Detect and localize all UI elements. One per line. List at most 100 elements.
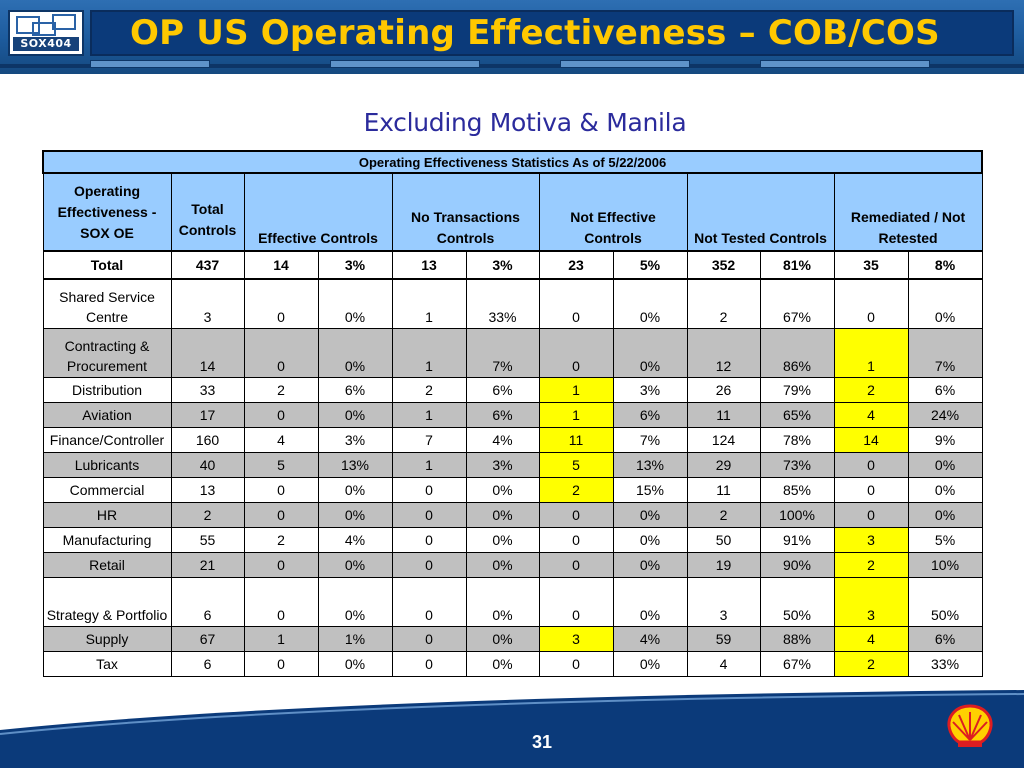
table-cell: 0 (243, 501, 319, 528)
table-cell: 160 (170, 426, 245, 453)
table-cell: 3 (833, 526, 909, 553)
table-cell: 2 (391, 376, 467, 403)
table-body: Shared Service Centre 3 0 0% 1 33% 0 0% 2 67% 0 0% C… (42, 278, 983, 677)
table-cell: 0% (465, 526, 540, 553)
table-cell: 3% (465, 451, 540, 478)
table-cell: 6% (317, 376, 393, 403)
table-cell: 0% (317, 278, 393, 329)
slide-subtitle: Excluding Motiva & Manila (363, 108, 687, 137)
table-cell: 0% (612, 501, 688, 528)
table-cell: 2 (170, 501, 245, 528)
table-cell: 78% (759, 426, 835, 453)
table-cell: 11 (686, 401, 761, 428)
table-cell: 0% (465, 476, 540, 503)
table-cell: 0 (538, 526, 614, 553)
table-cell: 2 (538, 476, 614, 503)
table-cell: 0 (243, 278, 319, 329)
table-cell: 67 (170, 625, 245, 652)
table-cell: 5 (243, 451, 319, 478)
column-header: Total Controls (170, 172, 245, 252)
table-cell: 19 (686, 551, 761, 578)
table-cell: 0 (538, 278, 614, 329)
table-cell: 0% (612, 526, 688, 553)
table-cell: 3% (612, 376, 688, 403)
table-cell: 0% (317, 650, 393, 677)
table-cell: 1 (538, 401, 614, 428)
table-cell: 6% (465, 376, 540, 403)
table-cell: 0 (391, 476, 467, 503)
table-cell: 13% (612, 451, 688, 478)
header-block (760, 60, 930, 68)
table-cell: 14 (833, 426, 909, 453)
header-block (330, 60, 480, 68)
table-cell: 0 (538, 650, 614, 677)
table-cell: 0% (317, 576, 393, 627)
table-cell: 55 (170, 526, 245, 553)
row-label: Finance/Controller (42, 426, 172, 453)
table-cell: 5% (907, 526, 983, 553)
table-cell: 0% (317, 476, 393, 503)
table-cell: 7 (391, 426, 467, 453)
table-cell: 0% (465, 551, 540, 578)
table-cell: 2 (686, 501, 761, 528)
table-cell: 0% (907, 451, 983, 478)
table-cell: 59 (686, 625, 761, 652)
table-cell: 4 (243, 426, 319, 453)
row-label: Commercial (42, 476, 172, 503)
table-cell: 0% (465, 501, 540, 528)
oe-statistics-table: Operating Effectiveness Statistics As of… (41, 150, 984, 677)
table-cell: 0 (391, 551, 467, 578)
table-cell: 2 (686, 278, 761, 329)
table-cell: 1% (317, 625, 393, 652)
table-cell: 85% (759, 476, 835, 503)
table-row: Supply 67 1 1% 0 0% 3 4% 59 88% 4 6% (42, 625, 983, 652)
table-cell: 91% (759, 526, 835, 553)
table-cell: 73% (759, 451, 835, 478)
table-cell: 21 (170, 551, 245, 578)
table-cell: 11 (538, 426, 614, 453)
table-cell: 13 (170, 476, 245, 503)
table-cell: 0% (612, 327, 688, 378)
table-cell: 10% (907, 551, 983, 578)
row-label: Supply (42, 625, 172, 652)
shell-logo (947, 704, 993, 747)
table-cell: 4 (833, 401, 909, 428)
table-cell: 33% (907, 650, 983, 677)
table-row: Retail 21 0 0% 0 0% 0 0% 19 90% 2 10% (42, 551, 983, 578)
table-cell: 1 (391, 327, 467, 378)
table-cell: 2 (833, 551, 909, 578)
table-cell: 4 (833, 625, 909, 652)
total-cell: 352 (686, 250, 761, 280)
logo-text: SOX404 (13, 37, 79, 51)
table-cell: 0% (317, 501, 393, 528)
table-cell: 0% (465, 625, 540, 652)
table-cell: 0% (907, 278, 983, 329)
table-cell: 24% (907, 401, 983, 428)
header-block (90, 60, 210, 68)
table-cell: 0 (538, 327, 614, 378)
row-label: Lubricants (42, 451, 172, 478)
table-cell: 7% (612, 426, 688, 453)
table-cell: 1 (391, 278, 467, 329)
table-cell: 0 (391, 625, 467, 652)
sox404-logo: SOX404 (8, 10, 84, 56)
table-cell: 7% (465, 327, 540, 378)
table-row: Strategy & Portfolio 6 0 0% 0 0% 0 0% 3 50% 3 50% (42, 576, 983, 627)
total-cell: 35 (833, 250, 909, 280)
table-cell: 50 (686, 526, 761, 553)
total-cell: 13 (391, 250, 467, 280)
page-number: 31 (531, 732, 553, 752)
table-cell: 67% (759, 650, 835, 677)
table-cell: 0% (317, 401, 393, 428)
total-cell: 5% (612, 250, 688, 280)
table-cell: 3 (833, 576, 909, 627)
table-cell: 88% (759, 625, 835, 652)
table-cell: 0 (243, 650, 319, 677)
table-cell: 33 (170, 376, 245, 403)
table-cell: 0% (907, 476, 983, 503)
table-row: Distribution 33 2 6% 2 6% 1 3% 26 79% 2 6% (42, 376, 983, 403)
table-cell: 3 (538, 625, 614, 652)
total-cell: 437 (170, 250, 245, 280)
row-label: Distribution (42, 376, 172, 403)
table-cell: 0 (538, 576, 614, 627)
